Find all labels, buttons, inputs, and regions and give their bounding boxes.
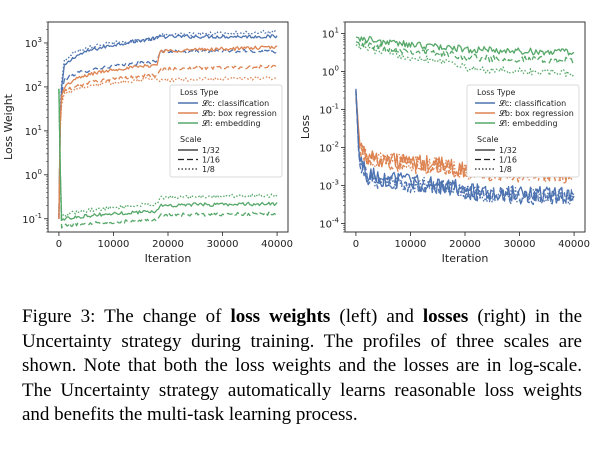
legend-title-scale: Scale [180,135,202,144]
x-tick-label: 0 [353,239,359,250]
y-tick-label: 10-1 [319,102,339,116]
legend-entry: 𝓛b: box regression [202,108,277,118]
x-axis-label: Iteration [145,252,192,265]
x-tick-label: 40000 [558,239,590,250]
series-line-7 [58,88,278,229]
x-tick-label: 10000 [395,239,427,250]
loss-weight-chart: 0 10000 20000 30000 40000 10-1 100 101 102 103 Ite… [2,21,293,265]
series-line-0 [355,36,575,56]
legend-entry: 1/8 [499,165,512,174]
caption-lead: Figure 3: The change of [22,306,231,327]
y-tick-label: 10-3 [319,179,339,193]
series-line-4 [355,97,575,184]
series-line-2 [355,43,575,77]
legend-entry: 𝓛i: embedding [202,118,261,128]
y-tick-label: 10-2 [319,141,339,155]
series-line-2 [58,29,278,219]
series-line-4 [58,64,278,219]
legend-box [466,84,580,178]
x-tick-label: 20000 [449,239,481,250]
y-tick-label: 100 [322,64,339,78]
series-line-6 [58,88,278,222]
y-tick-label: 100 [25,168,42,182]
y-tick-label: 10-4 [319,217,339,231]
x-tick-label: 40000 [261,239,293,250]
y-tick-label: 10-1 [22,212,42,226]
series-line-5 [58,75,278,219]
x-tick-label: 30000 [504,239,536,250]
series-line-0 [58,34,278,219]
series-line-1 [58,48,278,219]
legend-entry: 𝓛c: classification [499,98,566,108]
x-axis-label: Iteration [442,252,489,265]
legend-title-scale: Scale [477,135,499,144]
legend-box [169,84,283,178]
caption-bold-losses: losses [422,306,469,327]
figure-caption: Figure 3: The change of loss weights (le… [22,305,582,428]
x-tick-label: 10000 [98,239,130,250]
loss-chart: 0 10000 20000 30000 40000 10-4 10-3 10-2 10-1 100… [299,21,590,265]
y-axis-label: Loss Weight [2,93,15,160]
legend-title-type: Loss Type [180,88,219,97]
legend-entry: 1/8 [202,165,215,174]
y-tick-label: 102 [25,80,42,94]
x-tick-label: 0 [56,239,62,250]
series-line-1 [355,40,575,65]
legend-entry: 1/16 [499,156,517,165]
y-tick-label: 101 [322,26,339,40]
series-line-7 [355,91,575,206]
caption-mid: (left) and [330,306,423,327]
legend-entry: 1/32 [499,146,517,155]
legend-entry: 𝓛i: embedding [499,118,558,128]
legend-title-type: Loss Type [477,88,516,97]
legend-entry: 1/16 [202,156,220,165]
x-tick-label: 20000 [152,239,184,250]
figure: 0 10000 20000 30000 40000 10-1 100 101 102 103 Ite… [2,21,590,265]
y-tick-label: 101 [25,124,42,138]
x-tick-label: 30000 [207,239,239,250]
caption-bold-loss-weights: loss weights [230,306,331,327]
series-line-3 [58,45,278,219]
legend-entry: 𝓛c: classification [202,98,269,108]
legend-entry: 𝓛b: box regression [499,108,574,118]
legend-entry: 1/32 [202,146,220,155]
y-tick-label: 103 [25,36,42,50]
caption-rest: (right) in the Uncertainty strategy duri… [22,306,583,425]
y-axis-label: Loss [299,115,312,139]
